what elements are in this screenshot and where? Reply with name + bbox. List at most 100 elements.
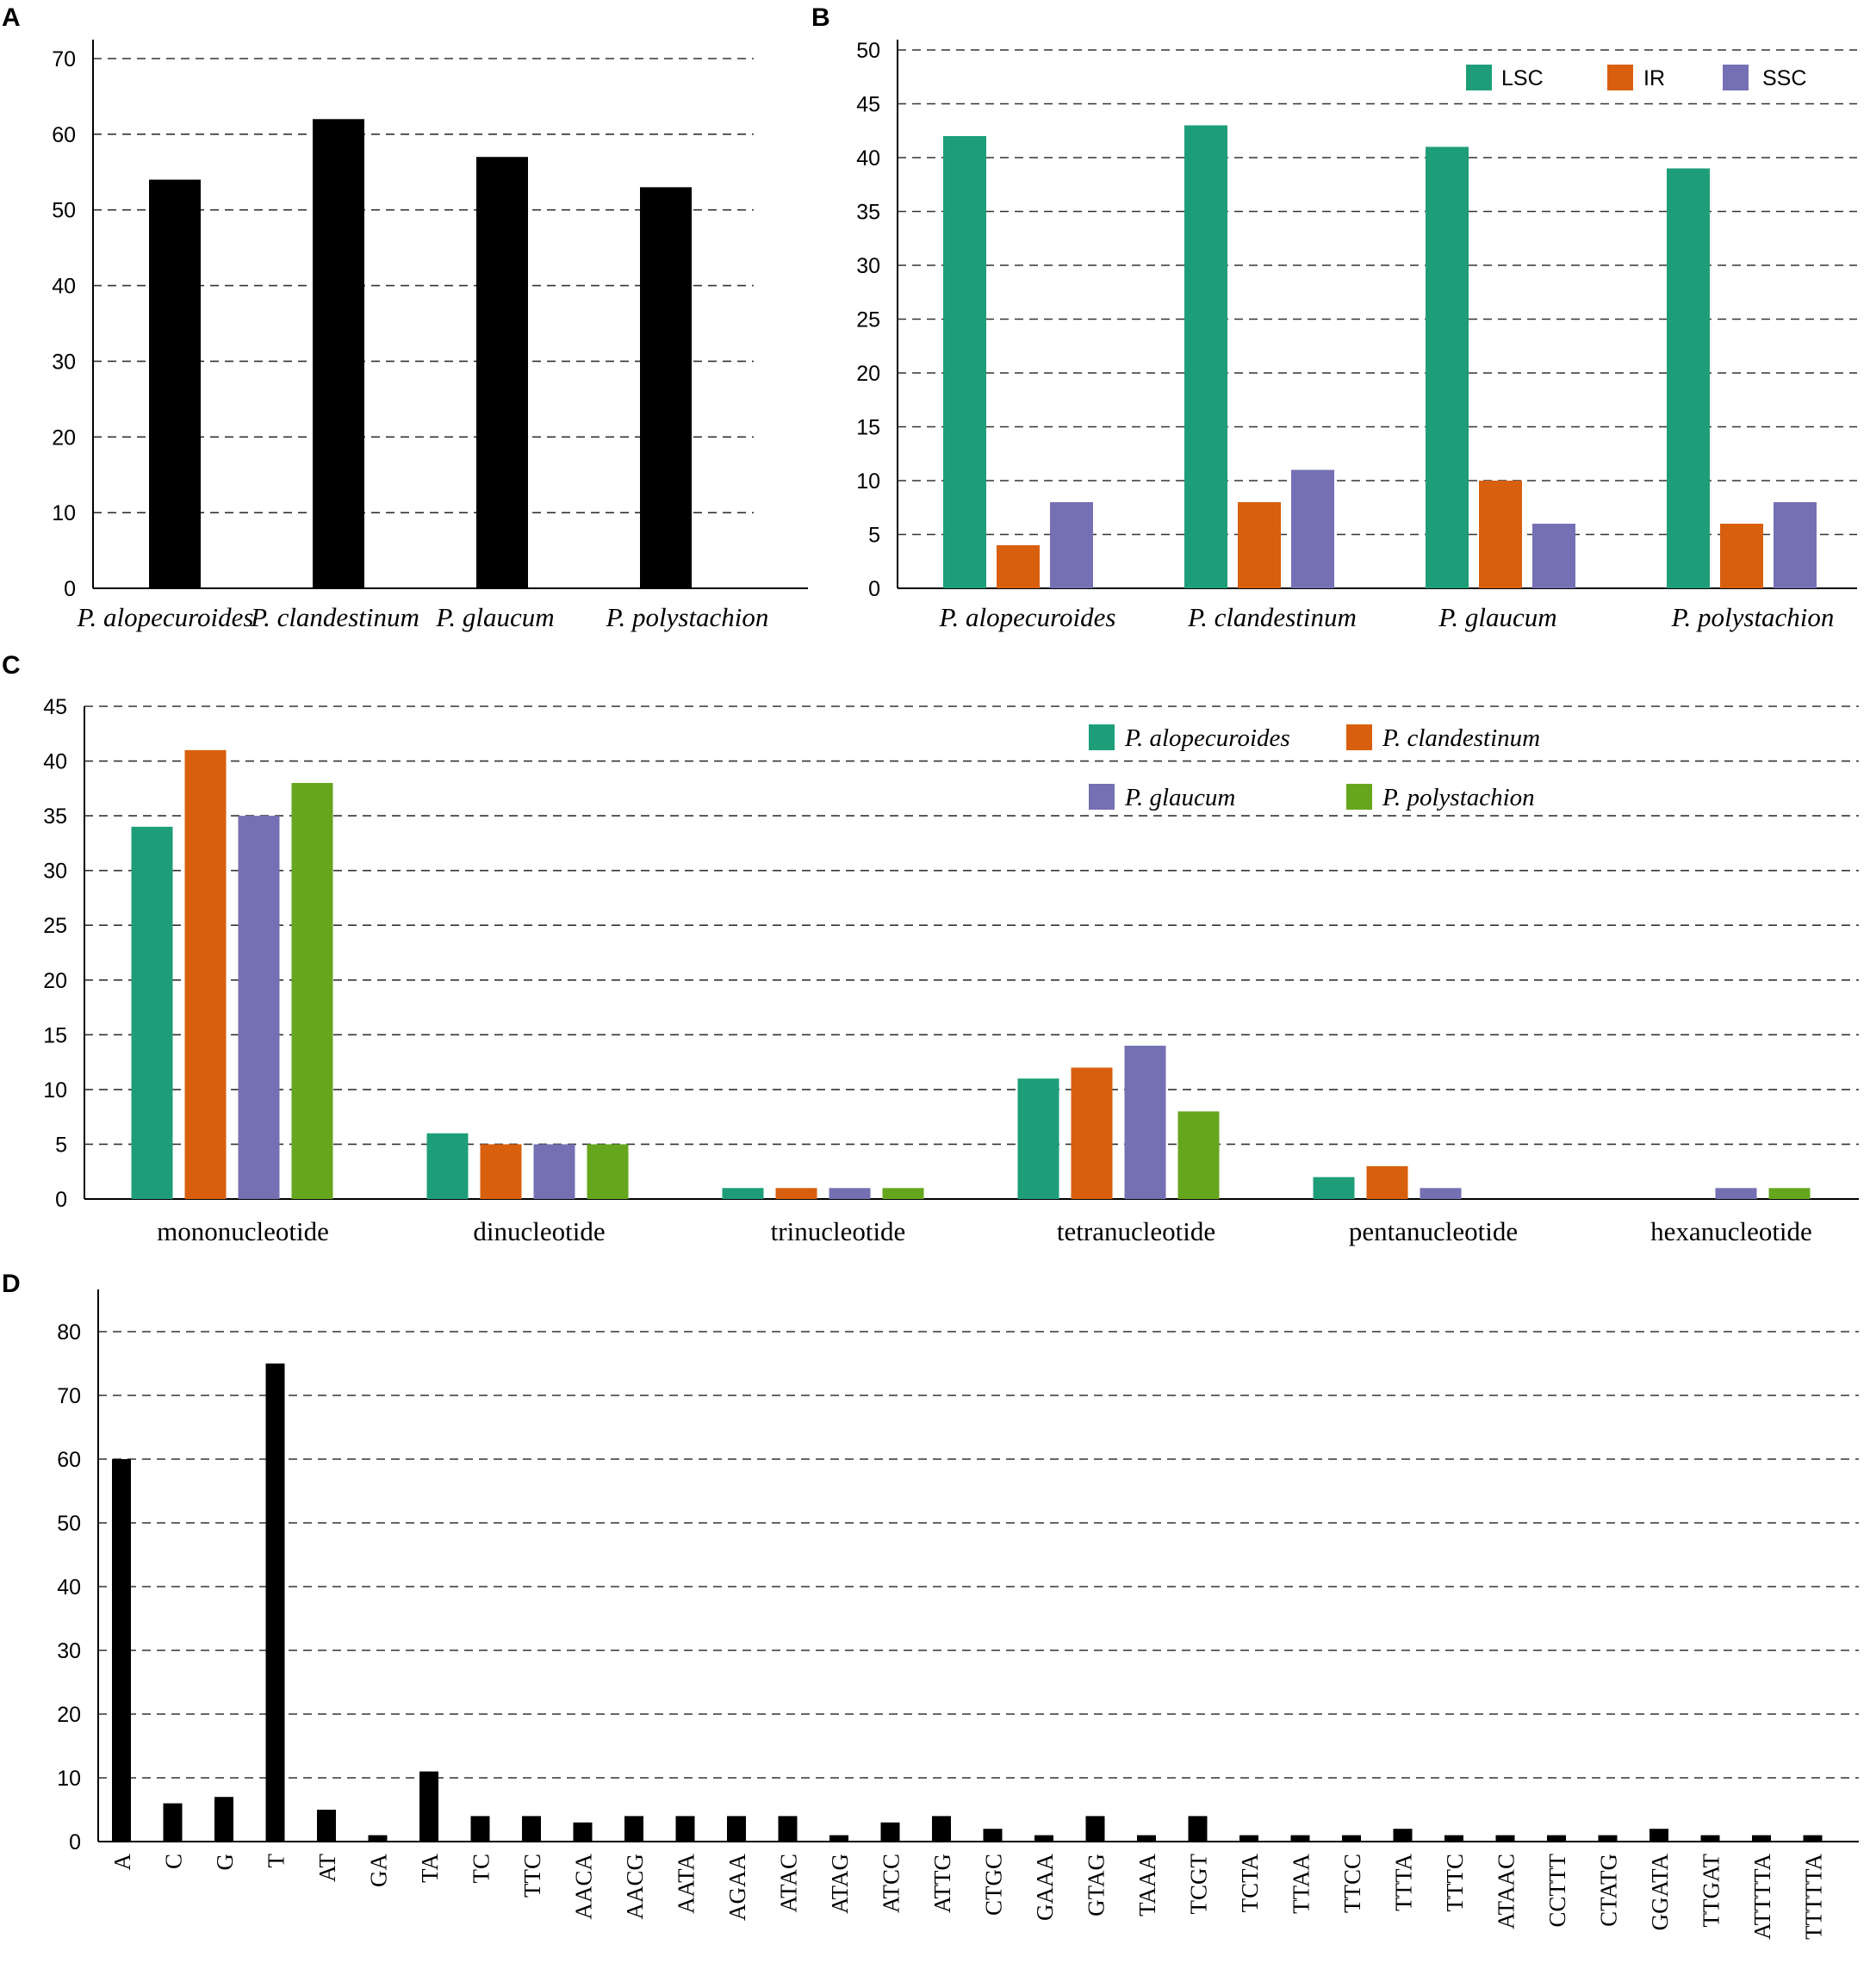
bar-c [1017,1078,1059,1199]
legend-label-ir: IR [1643,66,1665,90]
y-tick-label-d: 10 [57,1767,81,1791]
panel-letter-c: C [2,651,21,680]
bar-c [1177,1111,1220,1199]
x-tick-label-d: ATAAC [1494,1854,1519,1929]
bar-d [829,1835,848,1842]
bar-a [313,119,364,589]
bar-d [470,1816,490,1842]
bar-d [522,1816,541,1842]
x-tick-label-d: AGAA [724,1854,750,1921]
x-tick-label-d: GAAA [1032,1854,1058,1921]
bar-d [214,1797,233,1842]
y-tick-label-b: 20 [856,362,880,386]
bar-b [1532,524,1575,588]
bar-d [1239,1835,1258,1842]
chart-b: 0 5 10 15 20 25 30 35 40 45 50 P. alopecuroides P. c… [856,39,1857,632]
x-tick-label-c: hexanucleotide [1650,1216,1812,1246]
y-tick-label-b: 50 [856,39,880,63]
x-tick-label-a: P. glaucum [435,602,554,632]
bar-c [882,1188,924,1199]
bar-b [1291,469,1334,588]
x-tick-label-d: TTTA [1391,1854,1417,1911]
y-tick-label-d: 40 [57,1575,81,1600]
y-tick-label-c: 25 [43,914,67,938]
y-tick-label-c: 20 [43,969,67,993]
legend-swatch [1346,724,1372,750]
panel-letter-b: B [811,3,830,32]
x-tick-label-d: ATTG [929,1854,955,1913]
x-tick-label-b: P. polystachion [1671,602,1835,632]
bar-d [1598,1835,1618,1842]
x-tick-label-d: AT [314,1853,340,1882]
y-tick-label-b: 10 [856,469,880,494]
bar-c [587,1144,629,1199]
y-tick-label-a: 70 [52,47,76,71]
x-tick-label-b: P. glaucum [1438,602,1556,632]
x-tick-label-d: TC [469,1854,494,1884]
chart-d: 0 10 20 30 40 50 60 70 80 A C G T AT GA TA TC TTC AACA AACG… [57,1289,1859,1940]
bar-c [722,1188,764,1199]
y-tick-label-b: 40 [856,146,880,171]
y-tick-label-a: 20 [52,426,76,450]
y-tick-label-b: 5 [868,524,880,548]
legend-label-lsc: LSC [1501,66,1544,90]
legend-swatch [1346,784,1372,810]
legend-swatch [1089,724,1115,750]
chart-c: 0 5 10 15 20 25 30 35 40 45 mononucleotide dinucleo… [43,695,1859,1246]
x-tick-label-a: P. alopecuroides [77,602,254,632]
bar-c [1124,1046,1166,1199]
x-tick-label-d: AATA [674,1854,699,1914]
x-tick-label-d: A [109,1854,135,1871]
x-tick-label-d: C [161,1854,187,1869]
bar-c [1366,1165,1408,1199]
y-tick-label-a: 50 [52,199,76,223]
x-tick-label-a: P. polystachion [606,602,769,632]
y-tick-label-d: 30 [57,1639,81,1663]
bar-b [1479,481,1522,588]
legend-swatch-lsc [1466,65,1492,90]
bar-b [943,136,986,588]
bar-d [265,1364,285,1842]
x-tick-label-b: P. alopecuroides [939,602,1116,632]
x-tick-label-d: GTAG [1084,1854,1109,1917]
bar-d [573,1822,593,1842]
bar-c [829,1188,871,1199]
bar-c [291,782,333,1199]
bar-d [1188,1816,1208,1842]
x-tick-label-c: pentanucleotide [1349,1216,1518,1246]
bar-d [1444,1835,1463,1842]
bar-c [1420,1188,1462,1199]
y-tick-label-b: 45 [856,93,880,117]
bar-c [426,1133,469,1199]
bar-b [1667,168,1710,588]
bar-d [1547,1835,1566,1842]
x-tick-label-d: TA [417,1854,443,1883]
y-tick-label-a: 40 [52,275,76,299]
y-tick-label-b: 30 [856,254,880,278]
bar-d [983,1829,1003,1842]
bar-d [675,1816,695,1842]
y-tick-label-d: 60 [57,1448,81,1472]
x-tick-label-d: GGATA [1647,1854,1673,1931]
bar-d [1034,1835,1053,1842]
x-tick-label-c: mononucleotide [157,1216,329,1246]
x-tick-label-d: TAAA [1134,1854,1160,1917]
x-tick-label-d: T [264,1854,289,1868]
bar-c [1313,1177,1355,1199]
y-tick-label-c: 40 [43,750,67,774]
y-tick-label-a: 0 [64,577,76,601]
bar-d [1137,1835,1156,1842]
bar-b [1050,502,1093,588]
x-tick-label-d: TTCC [1339,1854,1365,1913]
x-tick-label-d: TCGT [1186,1854,1212,1915]
bar-c [238,816,280,1199]
x-tick-label-d: TTC [519,1854,545,1898]
x-tick-label-d: TTGAT [1699,1853,1724,1927]
y-tick-label-d: 20 [57,1703,81,1727]
bar-d [163,1803,183,1842]
bar-d [624,1816,643,1842]
x-tick-label-c: dinucleotide [473,1216,605,1246]
bar-b [1238,502,1281,588]
y-tick-label-a: 60 [52,123,76,147]
